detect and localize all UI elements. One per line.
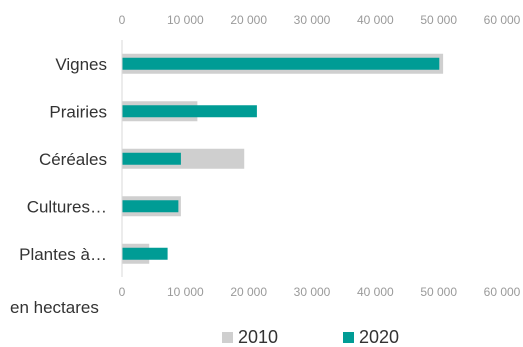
x-tick-label-bottom: 30 000 xyxy=(294,285,331,299)
x-tick-label-bottom: 50 000 xyxy=(420,285,457,299)
bottom-x-axis: 0 10 000 20 000 30 000 40 000 50 000 60 000 xyxy=(119,285,521,299)
bars-group xyxy=(121,40,444,277)
x-tick-label-bottom: 40 000 xyxy=(357,285,394,299)
category-label: Cultures… xyxy=(27,197,107,216)
category-label: Vignes xyxy=(55,55,107,74)
bar-2020 xyxy=(122,247,168,260)
bar-2020 xyxy=(122,200,179,213)
unit-label: en hectares xyxy=(10,298,99,317)
x-tick-label-top: 30 000 xyxy=(294,13,331,27)
category-label: Prairies xyxy=(49,102,107,121)
legend: 2010 2020 xyxy=(222,327,399,347)
x-tick-label-bottom: 60 000 xyxy=(484,285,521,299)
x-tick-label-bottom: 20 000 xyxy=(230,285,267,299)
legend-label: 2010 xyxy=(238,327,278,347)
top-x-axis: 0 10 000 20 000 30 000 40 000 50 000 60 000 xyxy=(119,13,521,27)
x-tick-label-bottom: 10 000 xyxy=(167,285,204,299)
bar-2020 xyxy=(122,152,181,165)
x-tick-label-top: 0 xyxy=(119,13,126,27)
x-tick-label-top: 50 000 xyxy=(420,13,457,27)
x-tick-label-top: 10 000 xyxy=(167,13,204,27)
category-label: Céréales xyxy=(39,150,107,169)
legend-label: 2020 xyxy=(359,327,399,347)
category-labels: Vignes Prairies Céréales Cultures… Plantes à… xyxy=(19,55,107,264)
legend-swatch xyxy=(222,332,233,343)
x-tick-label-top: 20 000 xyxy=(230,13,267,27)
x-tick-label-top: 40 000 xyxy=(357,13,394,27)
bar-2020 xyxy=(122,105,257,118)
x-tick-label-top: 60 000 xyxy=(484,13,521,27)
category-label: Plantes à… xyxy=(19,245,107,264)
x-tick-label-bottom: 0 xyxy=(119,285,126,299)
legend-swatch xyxy=(343,332,354,343)
bar-2020 xyxy=(122,57,440,70)
